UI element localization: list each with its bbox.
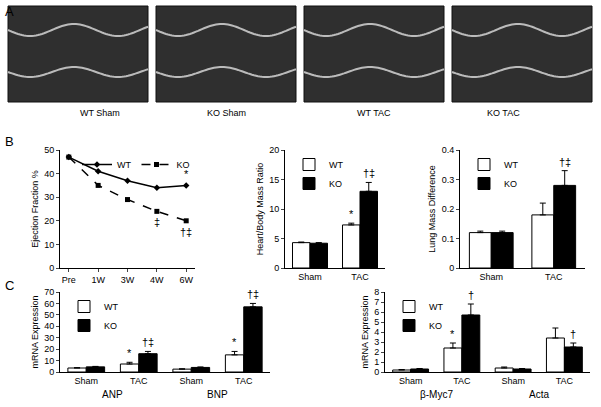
svg-text:Pre: Pre bbox=[62, 275, 76, 285]
svg-text:*: * bbox=[450, 328, 455, 340]
svg-text:C: C bbox=[5, 278, 14, 293]
svg-text:KO: KO bbox=[176, 160, 189, 170]
svg-text:†‡: †‡ bbox=[142, 336, 154, 348]
svg-text:WT: WT bbox=[429, 302, 443, 312]
svg-text:WT: WT bbox=[504, 160, 518, 170]
svg-text:†: † bbox=[468, 289, 474, 301]
svg-text:1: 1 bbox=[374, 357, 379, 367]
svg-text:TAC: TAC bbox=[556, 376, 574, 386]
svg-text:‡: ‡ bbox=[154, 216, 160, 228]
svg-text:10: 10 bbox=[44, 240, 54, 250]
svg-text:KO Sham: KO Sham bbox=[207, 108, 246, 118]
svg-text:0: 0 bbox=[449, 263, 454, 273]
svg-text:0.2: 0.2 bbox=[442, 204, 455, 214]
svg-text:10: 10 bbox=[269, 204, 279, 214]
svg-text:TAC: TAC bbox=[545, 272, 563, 282]
svg-text:*: * bbox=[184, 168, 189, 180]
svg-text:6W: 6W bbox=[179, 275, 193, 285]
svg-text:BNP: BNP bbox=[207, 389, 228, 400]
svg-text:7: 7 bbox=[374, 297, 379, 307]
svg-text:WT: WT bbox=[329, 160, 343, 170]
svg-text:Ejection Fraction %: Ejection Fraction % bbox=[30, 170, 40, 248]
svg-text:70: 70 bbox=[44, 287, 54, 297]
svg-text:†: † bbox=[570, 328, 576, 340]
svg-text:40: 40 bbox=[44, 169, 54, 179]
svg-text:Sham: Sham bbox=[298, 272, 322, 282]
svg-text:5: 5 bbox=[274, 234, 279, 244]
svg-text:mRNA Expression: mRNA Expression bbox=[360, 295, 370, 368]
svg-text:Acta: Acta bbox=[529, 389, 549, 400]
svg-text:†‡: †‡ bbox=[180, 226, 192, 238]
svg-text:†‡: †‡ bbox=[247, 288, 259, 300]
svg-text:TAC: TAC bbox=[235, 376, 253, 386]
svg-text:1W: 1W bbox=[91, 275, 105, 285]
svg-text:KO: KO bbox=[104, 321, 117, 331]
svg-text:15: 15 bbox=[269, 175, 279, 185]
svg-text:0.4: 0.4 bbox=[442, 145, 455, 155]
svg-text:Sham: Sham bbox=[479, 272, 503, 282]
svg-text:WT: WT bbox=[104, 302, 118, 312]
svg-text:2: 2 bbox=[374, 347, 379, 357]
svg-text:†‡: †‡ bbox=[559, 156, 571, 168]
svg-text:Sham: Sham bbox=[399, 376, 423, 386]
svg-text:30: 30 bbox=[44, 333, 54, 343]
svg-text:50: 50 bbox=[44, 145, 54, 155]
svg-text:Lung Mass Difference: Lung Mass Difference bbox=[427, 165, 437, 252]
svg-text:8: 8 bbox=[374, 287, 379, 297]
svg-text:10: 10 bbox=[44, 356, 54, 366]
svg-text:0: 0 bbox=[274, 263, 279, 273]
svg-text:TAC: TAC bbox=[351, 272, 369, 282]
svg-text:Sham: Sham bbox=[74, 376, 98, 386]
svg-text:KO: KO bbox=[504, 179, 517, 189]
svg-text:5: 5 bbox=[374, 317, 379, 327]
svg-text:*: * bbox=[232, 336, 237, 348]
svg-text:B: B bbox=[5, 134, 14, 149]
svg-text:β-Myc7: β-Myc7 bbox=[420, 389, 453, 400]
svg-text:3: 3 bbox=[374, 337, 379, 347]
svg-text:KO TAC: KO TAC bbox=[487, 108, 520, 118]
svg-text:0: 0 bbox=[374, 367, 379, 377]
svg-text:0.1: 0.1 bbox=[442, 234, 455, 244]
svg-text:50: 50 bbox=[44, 310, 54, 320]
svg-text:A: A bbox=[5, 4, 14, 19]
svg-text:Sham: Sham bbox=[179, 376, 203, 386]
svg-text:†‡: †‡ bbox=[363, 167, 375, 179]
svg-text:*: * bbox=[349, 208, 354, 220]
svg-text:TAC: TAC bbox=[130, 376, 148, 386]
svg-text:30: 30 bbox=[44, 192, 54, 202]
svg-text:WT: WT bbox=[117, 160, 131, 170]
svg-text:3W: 3W bbox=[121, 275, 135, 285]
svg-text:KO: KO bbox=[329, 179, 342, 189]
svg-text:0.3: 0.3 bbox=[442, 175, 455, 185]
svg-text:4W: 4W bbox=[150, 275, 164, 285]
svg-text:ANP: ANP bbox=[102, 389, 123, 400]
svg-text:TAC: TAC bbox=[453, 376, 471, 386]
svg-text:40: 40 bbox=[44, 321, 54, 331]
svg-text:WT TAC: WT TAC bbox=[357, 108, 391, 118]
svg-text:WT Sham: WT Sham bbox=[80, 108, 120, 118]
svg-text:Heart/Body Mass Ratio: Heart/Body Mass Ratio bbox=[255, 163, 265, 256]
svg-text:*: * bbox=[127, 347, 132, 359]
svg-text:Sham: Sham bbox=[501, 376, 525, 386]
svg-text:20: 20 bbox=[269, 145, 279, 155]
svg-text:20: 20 bbox=[44, 344, 54, 354]
svg-text:4: 4 bbox=[374, 327, 379, 337]
svg-text:KO: KO bbox=[429, 321, 442, 331]
svg-text:60: 60 bbox=[44, 299, 54, 309]
svg-text:0: 0 bbox=[49, 367, 54, 377]
svg-text:6: 6 bbox=[374, 307, 379, 317]
svg-text:20: 20 bbox=[44, 216, 54, 226]
svg-text:mRNA Expression: mRNA Expression bbox=[30, 295, 40, 368]
svg-text:0: 0 bbox=[49, 263, 54, 273]
